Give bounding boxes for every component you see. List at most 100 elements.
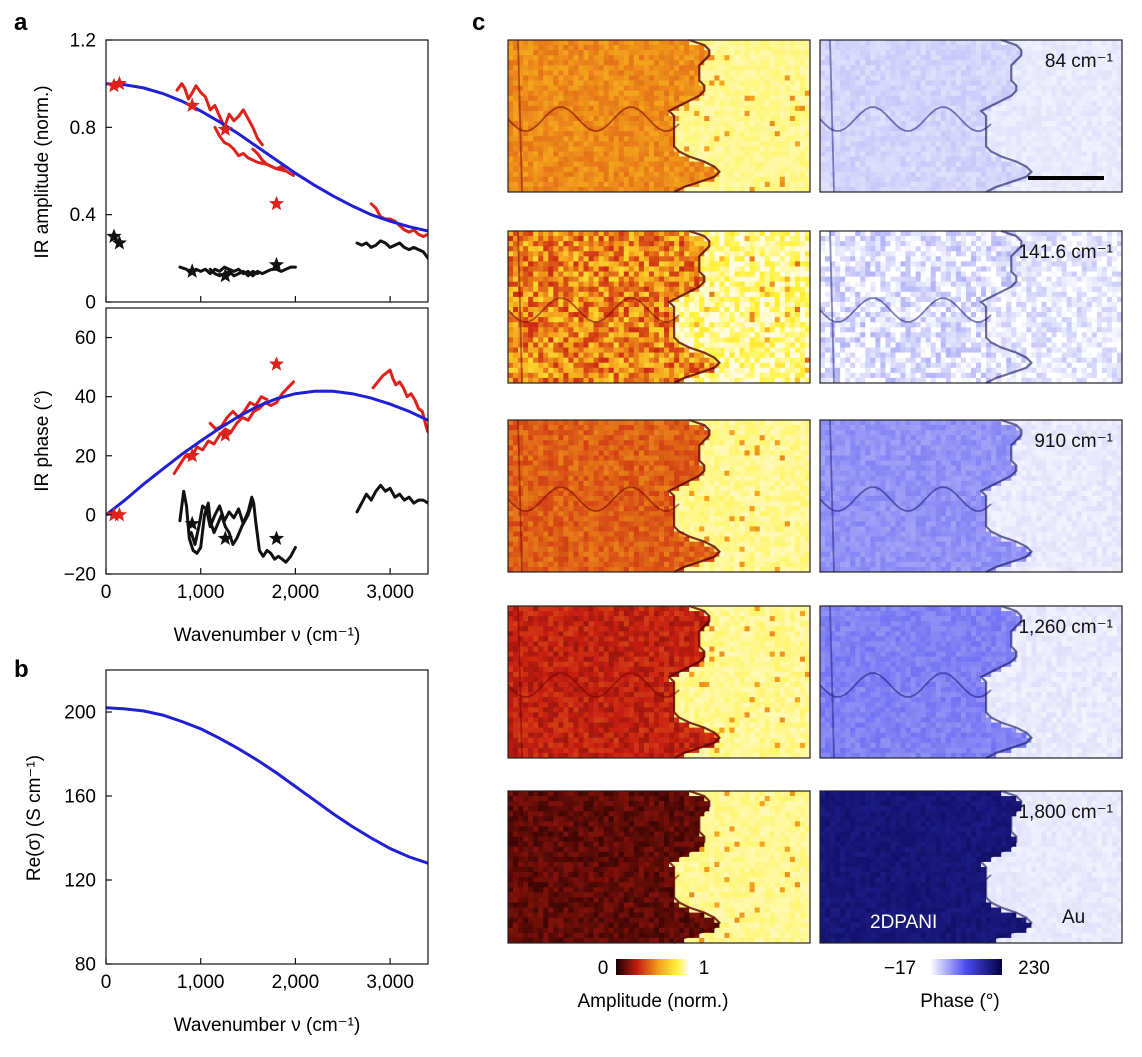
star-point-black-1 bbox=[111, 235, 127, 250]
star-point-red-0 bbox=[106, 506, 122, 522]
phase-map-4 bbox=[819, 789, 1123, 944]
star-point-red-4 bbox=[268, 195, 285, 211]
phase-map-1 bbox=[819, 229, 1123, 384]
star-point-black-2 bbox=[268, 530, 285, 545]
edge-boundary bbox=[517, 790, 523, 944]
star-point-red-4 bbox=[268, 356, 285, 371]
phase-colorbar: −17 230 Phase (°) bbox=[884, 958, 1050, 1012]
star-point-black-0 bbox=[184, 515, 200, 531]
edge-boundary bbox=[829, 419, 835, 573]
y-tick-label: 0 bbox=[85, 293, 96, 314]
annotation-au: Au bbox=[1062, 907, 1085, 928]
domain-boundary bbox=[667, 789, 721, 944]
nano-ir-maps: 84 cm⁻¹ 141.6 cm⁻¹ 910 cm⁻¹ 1,260 cm⁻¹ 1,800… bbox=[507, 38, 1123, 944]
series-red-line-1 bbox=[208, 395, 269, 431]
series-red-line-2 bbox=[371, 368, 428, 434]
domain-boundary bbox=[979, 229, 1033, 384]
amplitude-colorbar-min: 0 bbox=[598, 958, 609, 979]
wavenumber-label: 141.6 cm⁻¹ bbox=[1018, 242, 1113, 263]
panel-label-a: a bbox=[14, 9, 28, 36]
star-point-red-1 bbox=[111, 506, 127, 522]
edge-boundary bbox=[829, 39, 835, 193]
edge-boundary bbox=[829, 790, 835, 944]
annotation-2dpani: 2DPANI bbox=[870, 912, 937, 933]
map-frame bbox=[819, 419, 1123, 573]
map-frame bbox=[507, 605, 811, 759]
y-tick-label: 20 bbox=[75, 446, 96, 467]
chart-ir-amplitude: 0 0.4 0.8 1.2 bbox=[70, 31, 429, 314]
y-tick-label: 1.2 bbox=[70, 31, 96, 52]
amplitude-colorbar: 0 1 Amplitude (norm.) bbox=[578, 958, 729, 1012]
wavenumber-label: 910 cm⁻¹ bbox=[1034, 431, 1113, 452]
plot-area bbox=[106, 368, 428, 564]
fit-curve bbox=[106, 389, 428, 517]
x-tick-label: 0 bbox=[101, 582, 112, 603]
grain-boundary bbox=[819, 672, 992, 698]
xlabel-panel-a: Wavenumber ν (cm⁻¹) bbox=[174, 625, 361, 646]
chart-conductivity: 80 120 160 200 0 1,000 2,000 3,000 bbox=[64, 669, 429, 993]
domain-boundary bbox=[979, 418, 1033, 573]
y-tick-label: 120 bbox=[64, 871, 96, 892]
map-frame bbox=[819, 39, 1123, 193]
y-tick-label: 60 bbox=[75, 328, 96, 349]
series-black-line-1 bbox=[208, 267, 259, 278]
edge-boundary bbox=[517, 230, 523, 384]
phase-map-2 bbox=[819, 418, 1123, 573]
grain-boundary bbox=[819, 106, 992, 132]
y-tick-label: 200 bbox=[64, 703, 96, 724]
series-red-line-0 bbox=[172, 380, 295, 475]
grain-boundary bbox=[819, 486, 992, 512]
star-point-red-3 bbox=[217, 121, 233, 136]
plot-frame bbox=[105, 307, 429, 575]
plot-area bbox=[106, 706, 428, 865]
grain-boundary bbox=[819, 297, 992, 323]
star-point-red-2 bbox=[184, 97, 200, 112]
grain-boundary bbox=[507, 672, 680, 698]
ylabel-conductivity: Re(σ) (S cm⁻¹) bbox=[24, 755, 45, 881]
star-point-red-1 bbox=[111, 75, 127, 91]
y-tick-label: 40 bbox=[75, 387, 96, 408]
y-tick-label: 0.4 bbox=[70, 205, 97, 226]
y-tick-label: −20 bbox=[64, 565, 96, 586]
edge-boundary bbox=[517, 419, 523, 573]
y-tick-label: 0 bbox=[85, 505, 96, 526]
domain-boundary bbox=[979, 604, 1033, 759]
amplitude-colorbar-gradient bbox=[616, 959, 688, 975]
edge-boundary bbox=[829, 230, 835, 384]
star-point-black-0 bbox=[106, 228, 122, 243]
star-point-black-1 bbox=[217, 530, 233, 545]
wavenumber-label: 1,260 cm⁻¹ bbox=[1018, 617, 1113, 638]
x-tick-label: 2,000 bbox=[272, 582, 320, 603]
map-frame bbox=[819, 605, 1123, 759]
phase-colorbar-min: −17 bbox=[884, 958, 916, 979]
x-tick-label: 1,000 bbox=[177, 972, 225, 993]
phase-map-0 bbox=[819, 38, 1123, 193]
domain-boundary bbox=[667, 418, 721, 573]
grain-boundary bbox=[819, 857, 992, 883]
edge-boundary bbox=[517, 39, 523, 193]
panel-label-b: b bbox=[14, 656, 29, 683]
grain-boundary bbox=[507, 857, 680, 883]
amplitude-map-0 bbox=[507, 38, 811, 193]
map-frame bbox=[819, 230, 1123, 384]
star-point-black-4 bbox=[268, 256, 285, 272]
series-black-line-0 bbox=[178, 265, 297, 278]
y-tick-label: 80 bbox=[75, 955, 96, 976]
star-point-black-3 bbox=[217, 267, 233, 283]
x-tick-label: 2,000 bbox=[272, 972, 320, 993]
phase-map-3 bbox=[819, 604, 1123, 759]
map-frame bbox=[507, 790, 811, 944]
x-tick-label: 1,000 bbox=[177, 582, 225, 603]
panel-label-c: c bbox=[472, 9, 485, 36]
xlabel-panel-b: Wavenumber ν (cm⁻¹) bbox=[174, 1015, 361, 1036]
series-black-line-2 bbox=[355, 239, 428, 260]
x-tick-label: 3,000 bbox=[366, 582, 414, 603]
domain-boundary bbox=[979, 38, 1033, 193]
domain-boundary bbox=[667, 604, 721, 759]
series-red-line-0 bbox=[175, 82, 264, 147]
y-tick-label: 160 bbox=[64, 787, 96, 808]
x-tick-label: 0 bbox=[101, 972, 112, 993]
grain-boundary bbox=[507, 106, 680, 132]
